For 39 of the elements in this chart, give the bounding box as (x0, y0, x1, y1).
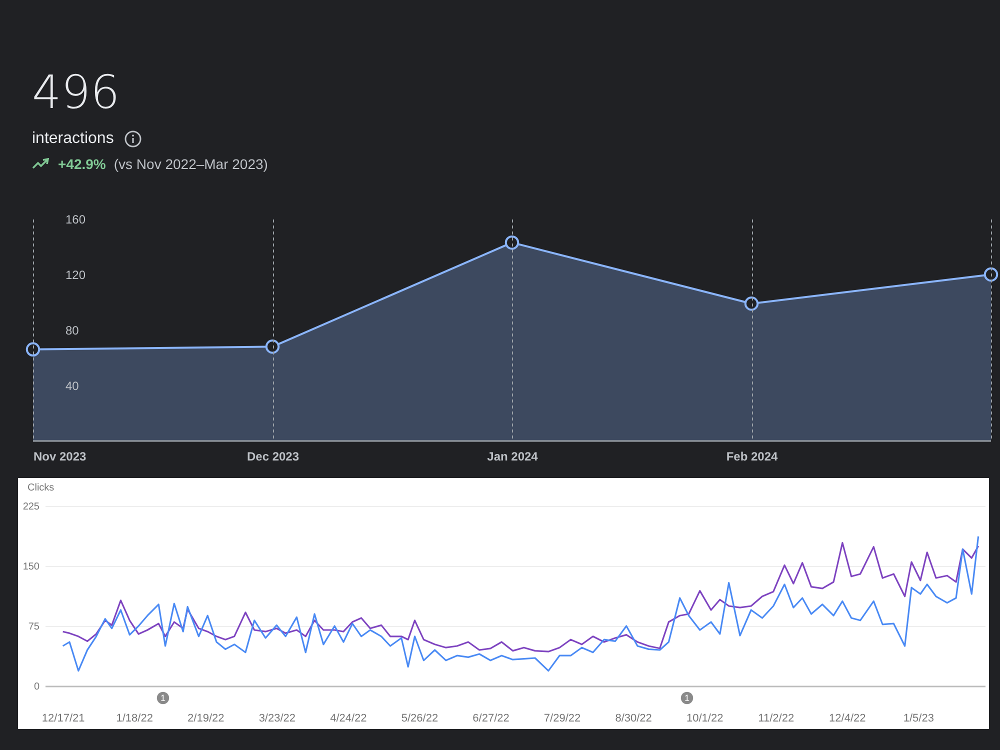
x-tick-label: 2/19/22 (188, 712, 224, 724)
line-series (62, 542, 980, 652)
chart-subtitle: interactions (32, 130, 114, 148)
x-tick-label: Nov 2023 (34, 450, 87, 464)
x-tick-label: 11/2/22 (758, 712, 794, 724)
point (265, 340, 280, 354)
x-tick-label: 3/23/22 (258, 712, 296, 724)
y-tick-label: 225 (22, 502, 40, 512)
y-tick-label: 80 (66, 324, 80, 338)
point (504, 235, 520, 250)
x-tick-label: 1/5/23 (903, 712, 934, 724)
text: (vs Nov 2022–Mar 2023) (114, 156, 268, 172)
x-tick-label: 10/1/22 (686, 712, 724, 724)
text: +42.9% (58, 156, 106, 172)
x-tick-label: Dec 2023 (246, 450, 300, 464)
y-tick-label: 120 (66, 268, 86, 282)
y-tick-label: 75 (28, 622, 40, 632)
x-tick-label: 6/27/22 (472, 712, 510, 724)
chart-title: 496 (32, 64, 121, 121)
line-series (62, 536, 980, 672)
point (744, 296, 759, 311)
y-tick-label: 40 (66, 379, 80, 393)
x-tick-label: 7/29/22 (544, 712, 581, 724)
x-tick-label: 12/4/22 (829, 712, 866, 724)
y-tick-label: 150 (22, 562, 40, 572)
point (984, 267, 998, 282)
x-tick-label: 4/24/22 (330, 712, 367, 724)
text: 1 (160, 693, 166, 703)
x-tick-label: 5/26/22 (401, 712, 438, 724)
x-tick-label: 8/30/22 (615, 712, 652, 724)
x-tick-label: 12/17/21 (42, 712, 85, 724)
y-tick-label: 160 (66, 212, 86, 226)
text: 1 (684, 693, 690, 703)
y-axis-title: Clicks (28, 482, 54, 494)
x-tick-label: Jan 2024 (487, 450, 538, 464)
point (26, 342, 40, 357)
x-tick-label: Feb 2024 (726, 450, 778, 464)
x-tick-label: 1/18/22 (116, 712, 153, 724)
y-tick-label: 0 (34, 682, 40, 692)
